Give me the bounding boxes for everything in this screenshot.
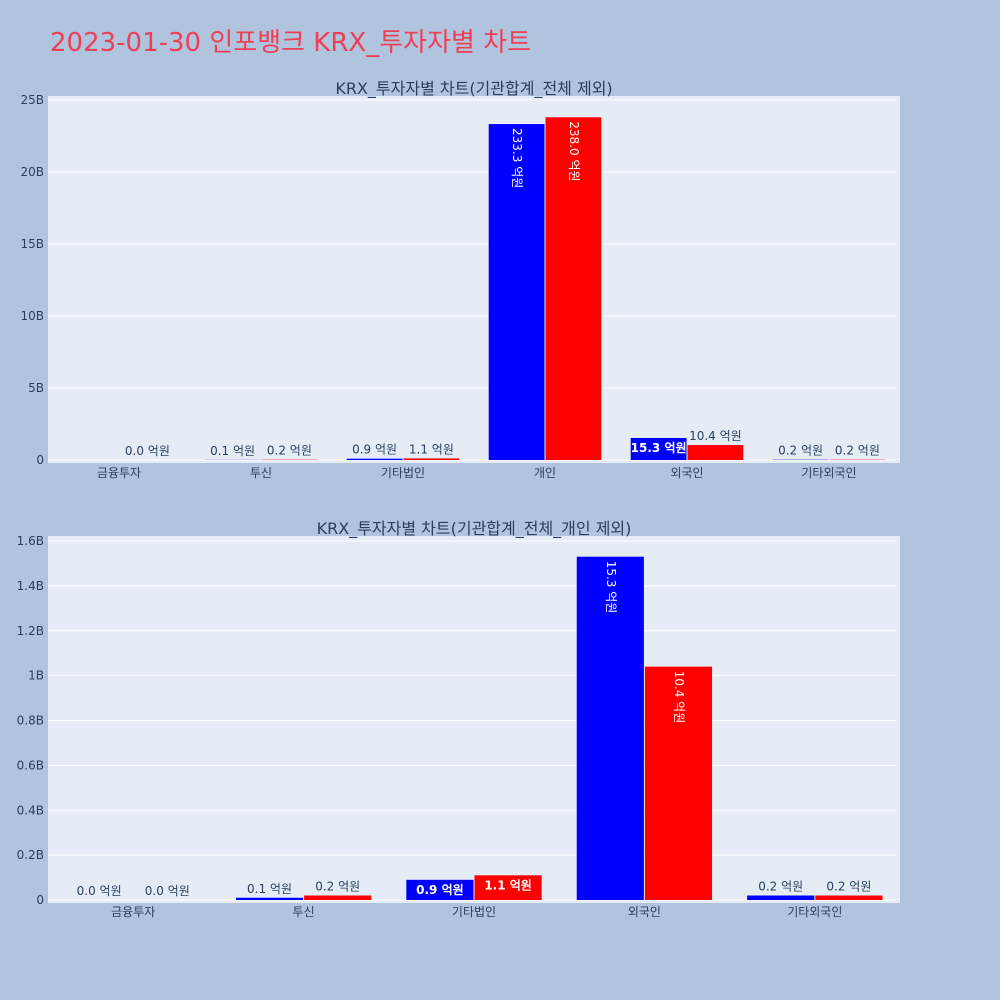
data-label: 0.2 억원 [835,444,880,458]
bar [576,556,644,900]
data-label: 0.2 억원 [758,880,803,894]
data-label: 238.0 억원 [567,121,581,181]
bar [474,875,542,900]
data-label: 0.2 억원 [778,444,823,458]
plot-area [48,96,900,463]
data-label: 1.1 억원 [484,878,532,892]
chart-1: 0 5B 10B 15B 20B 25B KRX_투자자별 차트(기관합계_전체 제외) 금융… [20,79,900,480]
x-tick-label: 개인 [534,466,556,480]
bar [346,458,403,460]
y-tick-label: 15B [20,237,44,251]
bar [304,895,372,900]
y-tick-label: 1.2B [17,624,44,638]
data-label: 0.2 억원 [315,880,360,894]
x-tick-label: 투신 [250,466,272,480]
x-tick-label: 투신 [293,905,315,919]
bar [235,897,304,900]
y-tick-label: 25B [20,93,44,107]
data-label: 0.2 억원 [826,880,871,894]
chart-2: 0 0.2B 0.4B 0.6B 0.8B 1B 1.2B 1.4B 1.6B KRX_투자자별 … [17,519,900,919]
bar [687,445,744,460]
x-tick-label: 외국인 [670,466,703,480]
page-title: 2023-01-30 인포뱅크 KRX_투자자별 차트 [50,28,532,58]
data-label: 10.4 억원 [689,429,742,443]
x-tick-label: 기타외국인 [801,466,856,480]
y-tick-label: 5B [28,381,44,395]
y-tick-label: 0.8B [17,714,44,728]
y-tick-label: 0 [36,893,44,907]
bar [545,117,602,460]
y-tick-label: 0.6B [17,758,44,772]
y-tick-label: 20B [20,165,44,179]
y-tick-label: 0.4B [17,803,44,817]
y-tick-label: 1.4B [17,579,44,593]
data-label: 0.0 억원 [77,884,122,898]
x-tick-label: 금융투자 [97,466,141,480]
bar [747,895,815,900]
data-label: 233.3 억원 [510,128,524,188]
x-tick-label: 금융투자 [111,905,155,919]
x-tick-label: 기타외국인 [787,905,842,919]
y-tick-label: 1B [28,669,44,683]
data-label: 1.1 억원 [409,442,454,456]
x-tick-label: 기타법인 [452,905,496,919]
chart-title: KRX_투자자별 차트(기관합계_전체_개인 제외) [317,519,632,539]
data-label: 0.0 억원 [145,884,190,898]
data-label: 0.9 억원 [352,443,397,457]
bar [403,458,460,460]
y-tick-label: 0.2B [17,848,44,862]
bar [488,124,545,460]
data-label: 0.1 억원 [210,444,255,458]
bar [406,879,474,900]
y-tick-label: 0 [36,453,44,467]
data-label: 15.3 억원 [631,441,687,455]
plot-area [48,536,900,903]
data-label: 0.2 억원 [267,444,312,458]
data-label: 0.0 억원 [125,444,170,458]
bar [644,666,713,900]
data-label: 15.3 억원 [604,561,618,614]
data-label: 0.1 억원 [247,882,292,896]
bar [815,895,883,900]
y-tick-label: 1.6B [17,534,44,548]
data-label: 10.4 억원 [672,671,686,724]
x-tick-label: 기타법인 [381,466,425,480]
bar [630,437,687,460]
x-tick-label: 외국인 [628,905,661,919]
chart-title: KRX_투자자별 차트(기관합계_전체 제외) [335,79,612,99]
y-tick-label: 10B [20,309,44,323]
data-label: 0.9 억원 [416,883,464,897]
